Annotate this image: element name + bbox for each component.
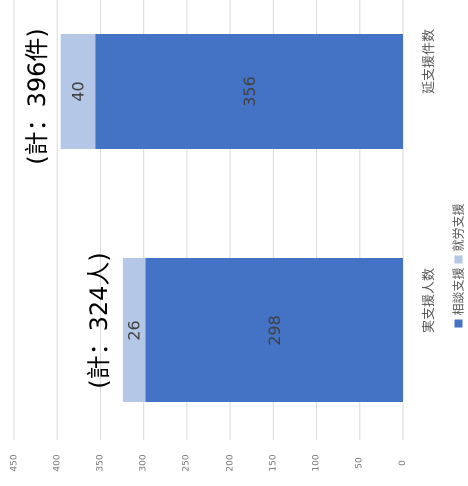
bar-total-label: (計：324人) [85,251,114,389]
bar-total-label: (計：396件) [22,28,51,165]
bar-value-label: 298 [264,314,284,346]
legend-swatch [454,255,463,264]
legend-label: 相談支援 [451,266,466,316]
bar-segment [95,34,403,149]
legend-item: 相談支援 [450,266,467,328]
tick-label: 50 [354,457,365,469]
tick-label: 400 [52,454,63,472]
legend-swatch [454,319,463,328]
tick-label: 100 [311,454,322,472]
tick-label: 350 [95,454,106,472]
tick-label: 450 [9,454,20,472]
legend-item: 就労支援 [450,202,467,264]
bar-value-label: 40 [68,81,88,102]
tick-label: 0 [397,460,408,466]
bar-value-label: 356 [239,76,259,107]
bar-segment [122,258,146,402]
bar-segment [60,34,96,149]
legend-label: 就労支援 [451,202,466,252]
bar-segment [145,258,403,402]
tick-label: 250 [181,454,192,472]
category-label: 延支援件数 [421,28,437,95]
tick-label: 300 [138,454,149,472]
category-label: 実支援人数 [421,267,437,333]
tick-label: 200 [225,454,236,472]
bar-value-label: 26 [124,319,144,341]
tick-label: 150 [268,454,279,472]
